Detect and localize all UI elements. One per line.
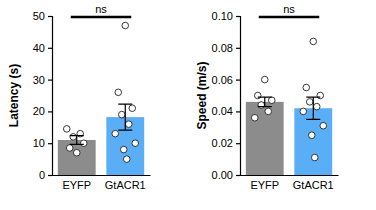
x-tick-label: GtACR1 [105, 179, 146, 191]
plot-marks [58, 22, 144, 175]
y-axis: 0 10 20 30 40 50 [33, 10, 53, 181]
y-tick-label: 0.06 [212, 74, 233, 86]
y-tick-label: 0.00 [212, 169, 233, 181]
data-point [268, 97, 275, 104]
y-tick: 0.02 [212, 137, 240, 149]
data-point [115, 89, 122, 96]
data-point [258, 102, 265, 109]
y-tick-mark [236, 16, 240, 17]
data-point [123, 156, 130, 163]
y-axis-title: Speed (m/s) [195, 61, 209, 129]
x-axis-line [53, 175, 151, 176]
data-point [306, 99, 313, 106]
y-tick: 10 [33, 137, 52, 149]
y-tick: 0.04 [212, 105, 240, 117]
y-tick-label: 0 [39, 169, 45, 181]
data-point [125, 121, 132, 128]
y-tick-label: 20 [33, 105, 45, 117]
data-point [300, 108, 307, 115]
x-tick: EYFP [250, 179, 279, 191]
y-tick-mark [48, 111, 52, 112]
data-point [313, 103, 320, 110]
error-bar [306, 97, 320, 119]
y-tick-label: 0.10 [212, 10, 233, 22]
data-point [265, 108, 272, 115]
data-point [66, 145, 73, 152]
error-bar [70, 136, 84, 145]
y-tick-mark [48, 16, 52, 17]
y-tick: 0.00 [212, 169, 240, 181]
data-point [129, 105, 136, 112]
y-tick-label: 10 [33, 137, 45, 149]
data-point [120, 146, 127, 153]
data-point [310, 38, 317, 45]
x-axis: EYFP GtACR1 [241, 176, 339, 191]
y-tick-mark [48, 143, 52, 144]
y-tick-label: 50 [33, 10, 45, 22]
data-point [254, 92, 261, 99]
error-bar [258, 97, 272, 107]
y-tick: 30 [33, 74, 52, 86]
y-tick: 20 [33, 105, 52, 117]
y-tick-mark [236, 175, 240, 176]
x-axis-line [241, 175, 339, 176]
data-point [320, 122, 327, 129]
y-tick: 40 [33, 42, 52, 54]
y-tick-mark [48, 79, 52, 80]
y-tick-label: 0.02 [212, 137, 233, 149]
y-tick-mark [236, 48, 240, 49]
data-point [303, 84, 310, 91]
plot-marks [246, 38, 332, 175]
data-point [261, 76, 268, 83]
y-axis-line [48, 17, 53, 176]
y-tick: 0.08 [212, 42, 240, 54]
bar [246, 102, 284, 175]
y-axis-title: Latency (s) [7, 64, 21, 127]
annotation: ns [283, 3, 295, 15]
bar [58, 140, 96, 175]
data-point [112, 130, 119, 137]
y-tick-label: 40 [33, 42, 45, 54]
x-axis: EYFP GtACR1 [53, 176, 151, 191]
y-tick-mark [236, 111, 240, 112]
panel: 0.00 0.02 0.04 0.06 0.08 0.10 EYFP GtACR1 Speed … [195, 3, 339, 191]
x-tick: GtACR1 [105, 179, 146, 191]
significance-bar [71, 16, 132, 19]
data-point [251, 114, 258, 121]
y-tick: 0.10 [212, 10, 240, 22]
y-tick-mark [236, 79, 240, 80]
figure: 01020304050EYFPGtACR1Latency (s)ns0.000.… [0, 0, 376, 210]
y-axis-line [236, 17, 241, 176]
y-tick: 0.06 [212, 74, 240, 86]
x-tick-label: EYFP [62, 179, 91, 191]
panel: 0 10 20 30 40 50 EYFP GtACR1 Latency (s) ns [7, 3, 151, 191]
data-point [118, 111, 125, 118]
x-tick: EYFP [62, 179, 91, 191]
x-tick-label: GtACR1 [293, 179, 334, 191]
y-tick-label: 30 [33, 74, 45, 86]
y-tick: 50 [33, 10, 52, 22]
data-point [311, 154, 318, 161]
y-tick-mark [48, 48, 52, 49]
data-point [308, 132, 315, 139]
data-point [122, 22, 129, 29]
y-tick-mark [236, 143, 240, 144]
y-axis: 0.00 0.02 0.04 0.06 0.08 0.10 [212, 10, 241, 181]
annotation: ns [95, 3, 107, 15]
error-bar [118, 104, 132, 130]
data-point [70, 134, 77, 141]
data-point [317, 92, 324, 99]
x-tick: GtACR1 [293, 179, 334, 191]
y-tick-mark [48, 175, 52, 176]
data-point [73, 149, 80, 156]
data-point [63, 126, 70, 133]
x-tick-label: EYFP [250, 179, 279, 191]
y-tick-label: 0.08 [212, 42, 233, 54]
data-point [132, 140, 139, 147]
y-tick-label: 0.04 [212, 105, 233, 117]
significance-bar [259, 16, 320, 19]
y-tick: 0 [39, 169, 52, 181]
data-point [80, 140, 87, 147]
